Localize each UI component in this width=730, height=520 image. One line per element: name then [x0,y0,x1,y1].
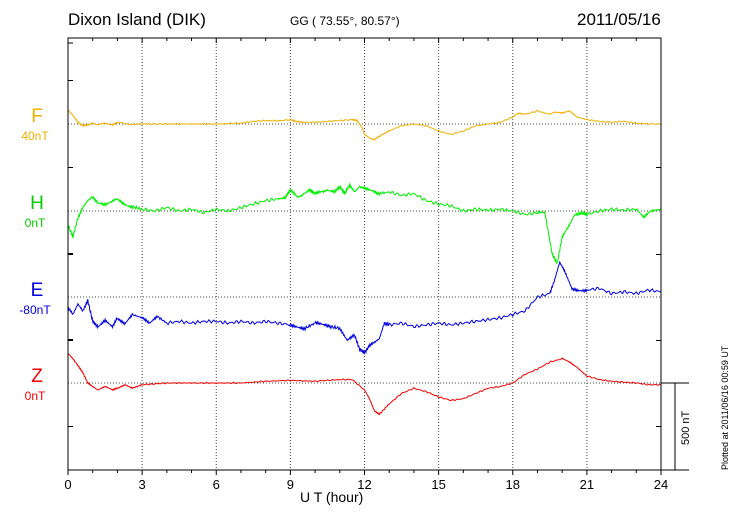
axis-ticks: 0 3 6 9 12 15 18 21 24 [64,38,668,492]
grid-lines [68,38,661,470]
x-tick-label: 24 [654,477,668,492]
x-tick-label: 9 [287,477,294,492]
series-label-f: F [31,106,43,127]
x-tick-label: 6 [213,477,220,492]
x-tick-label: 0 [64,477,71,492]
x-tick-label: 15 [431,477,445,492]
series-label-z: Z [31,366,43,387]
x-tick-label: 21 [580,477,594,492]
series-label-e: E [30,280,44,301]
series-line-z [67,353,662,416]
station-coordinates: GG ( 73.55°, 80.57°) [290,14,400,28]
x-tick-label: 12 [357,477,371,492]
series-offset-e: -80nT [19,303,51,317]
x-axis-label: U T (hour) [300,489,364,505]
x-tick-label: 18 [506,477,520,492]
station-title: Dixon Island (DIK) [68,10,206,29]
series-line-f [67,109,662,141]
scale-bar [661,382,689,471]
series-offset-f: 40nT [21,129,49,143]
series-lines [67,109,662,416]
series-offset-h: 0nT [24,216,46,230]
chart-date: 2011/05/16 [577,10,661,29]
series-offset-z: 0nT [24,389,46,403]
series-line-e [67,260,662,355]
x-tick-label: 3 [139,477,146,492]
series-label-h: H [30,193,44,214]
plotted-timestamp: Plotted at 2011/06/16 00:59 UT [720,345,730,470]
series-line-h [67,182,662,264]
scale-bar-label: 500 nT [680,410,692,445]
